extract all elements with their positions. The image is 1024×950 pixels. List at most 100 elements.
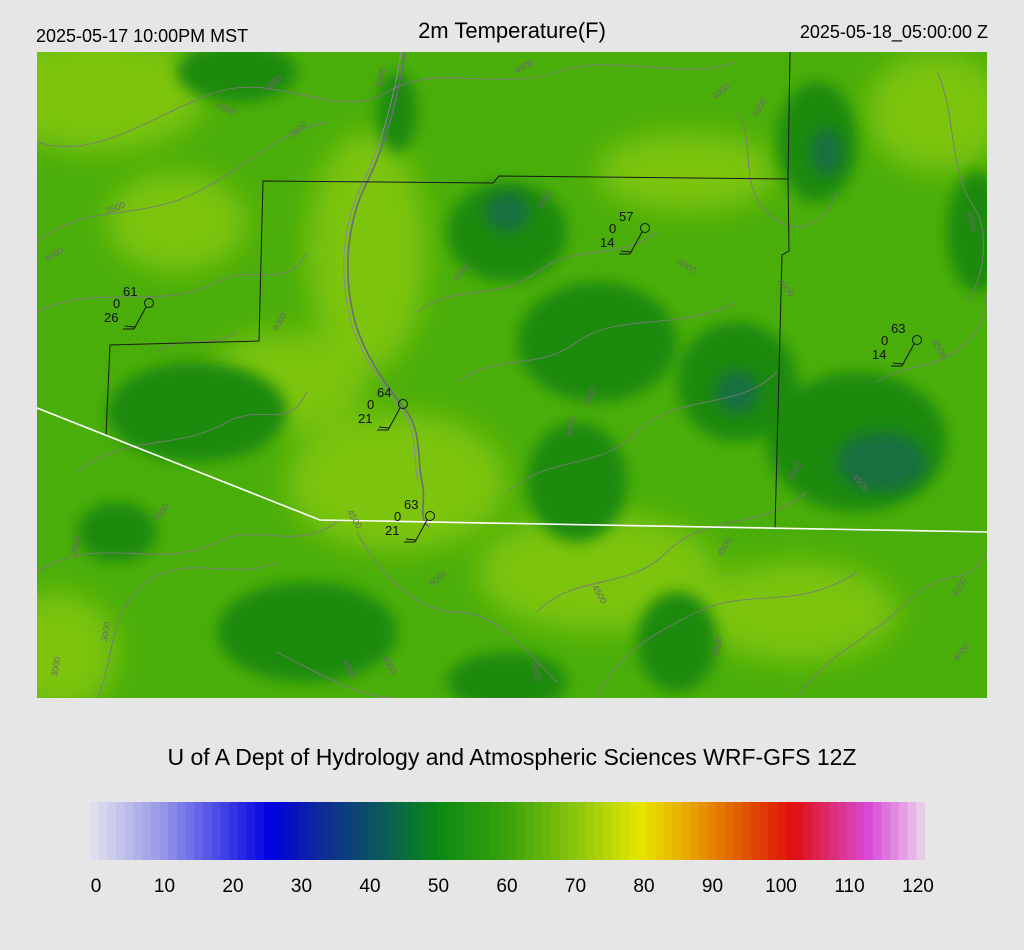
colorbar-tick-label: 90 <box>701 876 724 897</box>
colorbar-segment <box>307 802 317 860</box>
colorbar-tick-label: 50 <box>427 876 450 897</box>
colorbar-segment <box>464 802 474 860</box>
field-darkest-areas <box>485 128 927 492</box>
colorbar-segment <box>533 802 543 860</box>
colorbar-segment <box>107 802 117 860</box>
colorbar-segment <box>211 802 222 860</box>
colorbar-segment <box>281 802 291 860</box>
station-wind-speed: 0 <box>881 333 888 348</box>
colorbar-segment <box>159 802 169 860</box>
colorbar-tick-label: 70 <box>564 876 587 897</box>
station-dewpoint: 26 <box>104 310 118 325</box>
colorbar-segment <box>168 802 178 860</box>
colorbar-segment <box>455 802 465 860</box>
map-title: 2m Temperature(F) <box>418 18 606 43</box>
colorbar-segment <box>794 802 804 860</box>
contour-label: 3000 <box>99 621 112 642</box>
colorbar-segment <box>585 802 596 860</box>
colorbar-segment <box>394 802 404 860</box>
colorbar-segment <box>124 802 135 860</box>
colorbar-segment <box>690 802 700 860</box>
station-wind-speed: 0 <box>609 221 616 236</box>
colorbar-segment <box>890 802 900 860</box>
colorbar-segment <box>664 802 674 860</box>
colorbar-segment <box>568 802 578 860</box>
colorbar-segment <box>916 802 925 860</box>
colorbar-segment <box>820 802 830 860</box>
station-dewpoint: 14 <box>872 347 886 362</box>
colorbar-segment <box>429 802 439 860</box>
colorbar-segment <box>855 802 865 860</box>
colorbar-segment <box>838 802 848 860</box>
river-line <box>347 52 430 528</box>
station-temperature: 61 <box>123 284 137 299</box>
colorbar-segment <box>768 802 778 860</box>
colorbar-segment <box>577 802 587 860</box>
colorbar-segment <box>290 802 300 860</box>
colorbar-segment <box>150 802 161 860</box>
colorbar-segment <box>637 802 648 860</box>
colorbar-segment <box>507 802 517 860</box>
colorbar-segment <box>898 802 909 860</box>
colorbar-segment <box>411 802 422 860</box>
colorbar-tick-label: 30 <box>290 876 313 897</box>
contour-labels: 4000400035003000350040004000400040003000… <box>43 57 978 682</box>
station-dewpoint: 14 <box>600 235 614 250</box>
colorbar-segment <box>681 802 691 860</box>
station-circle <box>912 335 922 345</box>
colorbar-segment <box>872 802 883 860</box>
colorbar-segment <box>603 802 613 860</box>
colorbar-segment <box>716 802 726 860</box>
colorbar-tick-label: 80 <box>633 876 655 897</box>
station-temperature: 63 <box>404 497 418 512</box>
colorbar-segment <box>803 802 813 860</box>
international-border <box>37 407 987 533</box>
colorbar-segment <box>298 802 309 860</box>
wind-barb <box>404 519 428 543</box>
station-temperature: 57 <box>619 209 633 224</box>
colorbar-segment <box>324 802 335 860</box>
map-canvas: 4000400035003000350040004000400040003000… <box>37 52 987 698</box>
contour-label: 4500 <box>530 661 543 682</box>
colorbar-tick-label: 100 <box>765 876 797 897</box>
colorbar-segment <box>246 802 256 860</box>
contour-label: 4500 <box>711 636 724 657</box>
utc-time-label: 2025-05-18_05:00:00 Z <box>799 22 988 42</box>
colorbar-segment <box>377 802 387 860</box>
colorbar-segment <box>472 802 483 860</box>
wind-barb <box>123 306 147 330</box>
colorbar-segment <box>342 802 352 860</box>
colorbar-segment <box>724 802 735 860</box>
colorbar-segment <box>785 802 796 860</box>
colorbar-segment <box>751 802 761 860</box>
colorbar-segment <box>864 802 874 860</box>
station-circle <box>425 511 435 521</box>
local-time-label: 2025-05-17 10:00PM MST <box>36 26 249 46</box>
colorbar-segment <box>446 802 456 860</box>
county-boundaries <box>105 52 791 529</box>
wind-barb <box>891 343 915 367</box>
station-wind-speed: 0 <box>367 397 374 412</box>
colorbar-segment <box>98 802 108 860</box>
station-dewpoint: 21 <box>358 411 372 426</box>
colorbar-segment <box>220 802 230 860</box>
station-wind-speed: 0 <box>394 509 401 524</box>
contour-label: 4000 <box>564 416 577 437</box>
colorbar-segment <box>759 802 770 860</box>
colorbar-segment <box>490 802 500 860</box>
colorbar-segment <box>142 802 152 860</box>
colorbar-segment <box>777 802 787 860</box>
contour-label: 3500 <box>69 535 82 556</box>
colorbar-segment <box>359 802 369 860</box>
wind-barb <box>377 407 401 431</box>
colorbar-segment <box>263 802 274 860</box>
colorbar-tick-label: 10 <box>153 876 176 897</box>
colorbar-segment <box>846 802 857 860</box>
colorbar-segment <box>255 802 265 860</box>
colorbar-segment <box>185 802 195 860</box>
